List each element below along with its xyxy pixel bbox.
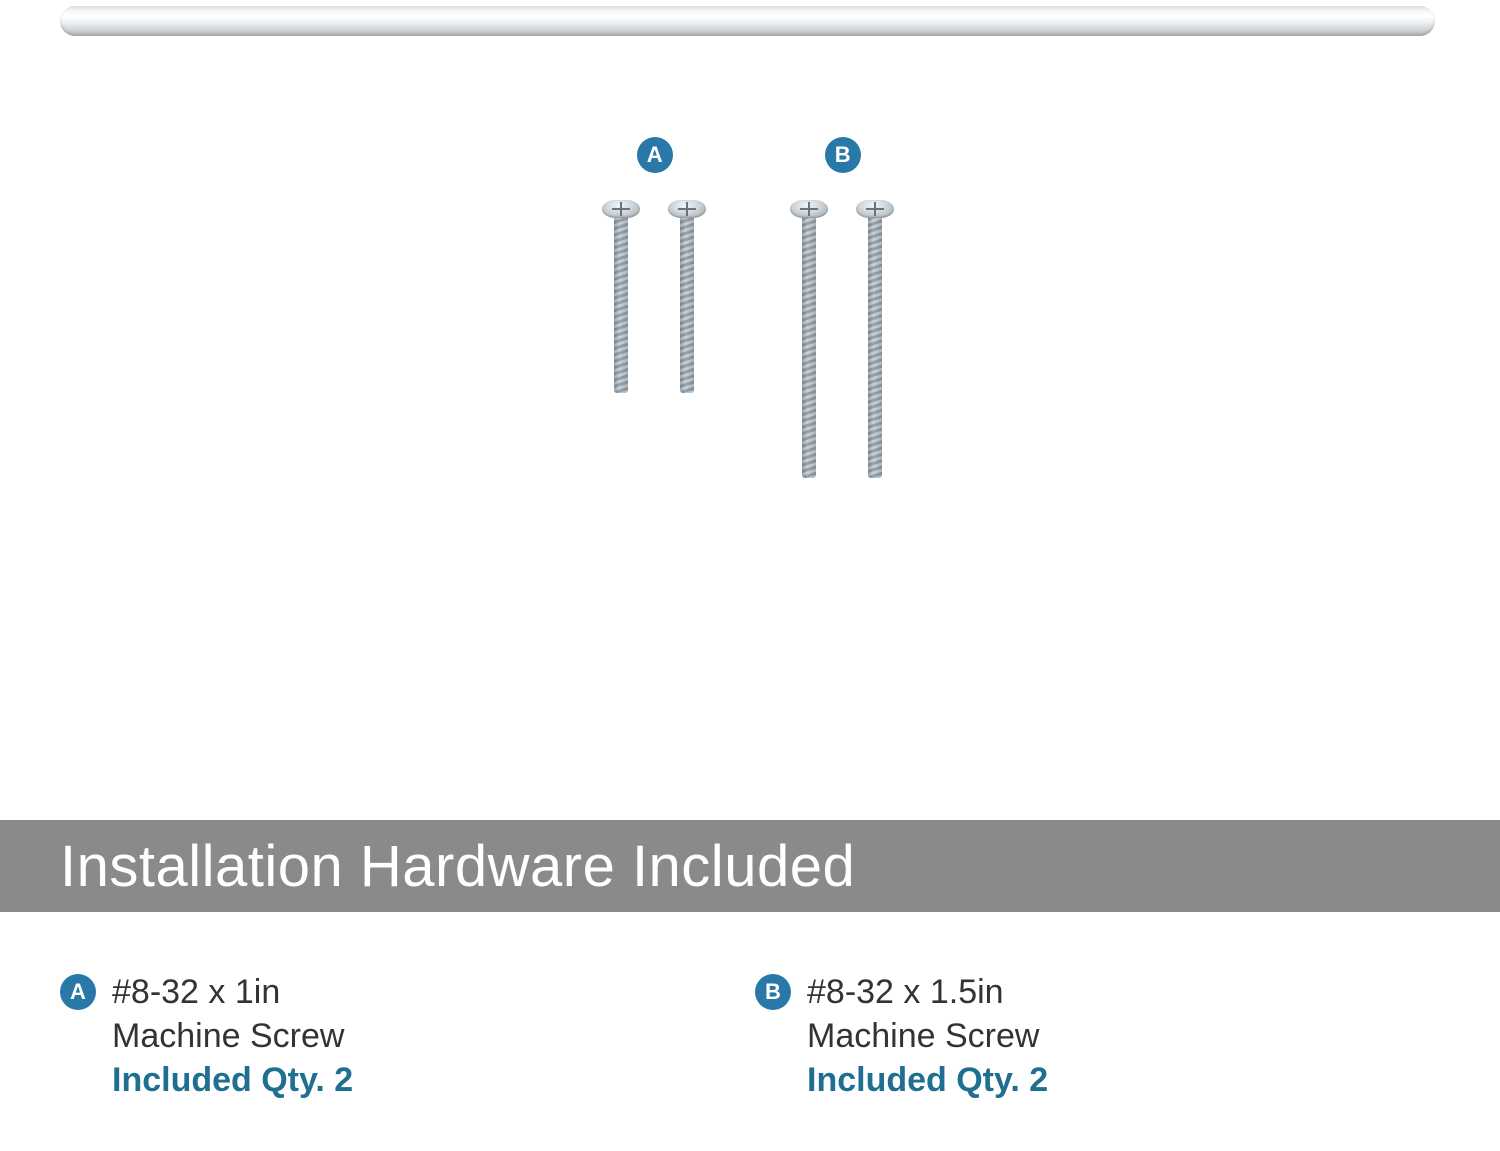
item-badge-a: A	[60, 974, 96, 1010]
diagram-badge-a-label: A	[647, 142, 663, 168]
item-a-type: Machine Screw	[112, 1014, 353, 1058]
item-badge-a-label: A	[70, 979, 86, 1005]
diagram-badge-b-label: B	[835, 142, 851, 168]
item-badge-b: B	[755, 974, 791, 1010]
item-b-qty: Included Qty. 2	[807, 1058, 1048, 1102]
item-text-a: #8-32 x 1in Machine Screw Included Qty. …	[112, 970, 353, 1103]
item-b-type: Machine Screw	[807, 1014, 1048, 1058]
page-canvas: A B Installation Hardware Included A #8-…	[0, 0, 1500, 1151]
section-banner: Installation Hardware Included	[0, 820, 1500, 912]
item-a-spec: #8-32 x 1in	[112, 970, 353, 1014]
bar-pull-illustration	[60, 6, 1435, 36]
screw-a-2	[668, 200, 706, 393]
section-banner-title: Installation Hardware Included	[60, 833, 855, 900]
screw-b-2	[856, 200, 894, 478]
item-text-b: #8-32 x 1.5in Machine Screw Included Qty…	[807, 970, 1048, 1103]
item-badge-b-label: B	[765, 979, 781, 1005]
hardware-item-b: B #8-32 x 1.5in Machine Screw Included Q…	[755, 970, 1048, 1103]
item-b-spec: #8-32 x 1.5in	[807, 970, 1048, 1014]
hardware-item-a: A #8-32 x 1in Machine Screw Included Qty…	[60, 970, 353, 1103]
diagram-badge-b: B	[825, 137, 861, 173]
diagram-badge-a: A	[637, 137, 673, 173]
screw-a-1	[602, 200, 640, 393]
item-a-qty: Included Qty. 2	[112, 1058, 353, 1102]
screw-b-1	[790, 200, 828, 478]
